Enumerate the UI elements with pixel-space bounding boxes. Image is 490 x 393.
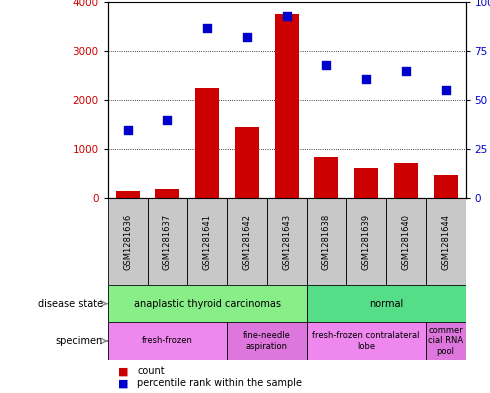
Point: [402, 68, 410, 74]
Text: GSM1281644: GSM1281644: [441, 214, 450, 270]
Bar: [354, 167, 378, 198]
Bar: [235, 127, 259, 198]
Bar: [227, 322, 307, 360]
Bar: [108, 285, 307, 322]
Text: percentile rank within the sample: percentile rank within the sample: [137, 378, 302, 388]
Text: GSM1281642: GSM1281642: [243, 214, 251, 270]
Bar: [155, 189, 179, 198]
Text: GSM1281638: GSM1281638: [322, 213, 331, 270]
Bar: [346, 198, 386, 285]
Text: normal: normal: [369, 299, 403, 309]
Point: [203, 24, 211, 31]
Bar: [434, 175, 458, 198]
Bar: [315, 157, 338, 198]
Bar: [116, 191, 140, 198]
Bar: [307, 198, 346, 285]
Text: GSM1281637: GSM1281637: [163, 213, 172, 270]
Bar: [195, 88, 219, 198]
Bar: [108, 322, 227, 360]
Bar: [227, 198, 267, 285]
Point: [283, 13, 291, 19]
Bar: [307, 285, 466, 322]
Text: fresh-frozen contralateral
lobe: fresh-frozen contralateral lobe: [313, 331, 420, 351]
Bar: [426, 322, 466, 360]
Text: specimen: specimen: [56, 336, 103, 346]
Bar: [386, 198, 426, 285]
Bar: [267, 198, 307, 285]
Text: ■: ■: [118, 366, 128, 376]
Text: GSM1281641: GSM1281641: [203, 214, 212, 270]
Point: [441, 87, 449, 94]
Text: anaplastic thyroid carcinomas: anaplastic thyroid carcinomas: [134, 299, 281, 309]
Bar: [275, 14, 298, 198]
Bar: [394, 163, 418, 198]
Text: fresh-frozen: fresh-frozen: [142, 336, 193, 345]
Bar: [108, 198, 147, 285]
Text: ■: ■: [118, 378, 128, 388]
Bar: [147, 198, 187, 285]
Bar: [307, 322, 426, 360]
Text: commer
cial RNA
pool: commer cial RNA pool: [428, 326, 463, 356]
Text: count: count: [137, 366, 165, 376]
Point: [124, 127, 132, 133]
Point: [362, 75, 370, 82]
Text: fine-needle
aspiration: fine-needle aspiration: [243, 331, 291, 351]
Bar: [426, 198, 466, 285]
Point: [322, 62, 330, 68]
Text: disease state: disease state: [38, 299, 103, 309]
Text: GSM1281643: GSM1281643: [282, 214, 291, 270]
Point: [164, 117, 171, 123]
Bar: [187, 198, 227, 285]
Point: [243, 34, 251, 40]
Text: GSM1281636: GSM1281636: [123, 213, 132, 270]
Text: GSM1281639: GSM1281639: [362, 214, 370, 270]
Text: GSM1281640: GSM1281640: [401, 214, 411, 270]
